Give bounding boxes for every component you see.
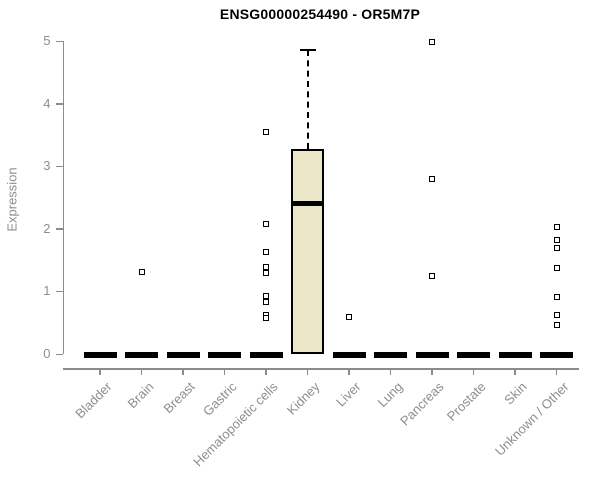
y-axis-tick [55,353,63,355]
whisker-cap-kidney [299,48,316,51]
outlier-point-unknown-other [553,294,560,301]
x-axis-tick [472,368,475,375]
outlier-point-liver [346,314,352,321]
x-axis-tick [348,368,350,375]
median-line-prostate [457,351,490,357]
outlier-point-unknown-other [553,237,560,244]
outlier-point-unknown-other [553,265,560,272]
y-tick-label: 1 [43,283,51,299]
outlier-point-hematopoietic-cells [263,248,269,255]
y-tick-label: 5 [43,33,51,48]
outlier-point-unknown-other [553,322,560,329]
median-line-brain [125,351,158,357]
x-axis-tick [99,368,101,375]
upper-whisker-kidney [306,49,309,150]
median-line-bladder [83,351,117,357]
box-kidney [291,149,324,354]
y-axis-line [62,41,64,354]
y-axis-tick [55,103,63,105]
outlier-point-hematopoietic-cells [263,314,269,321]
x-axis-tick [223,368,226,375]
outlier-point-unknown-other [553,245,560,252]
outlier-point-pancreas [429,272,435,279]
outlier-point-hematopoietic-cells [263,220,269,227]
x-axis-tick [514,368,516,375]
x-axis-tick [389,368,392,375]
median-line-hematopoietic-cells [249,351,283,357]
outlier-point-pancreas [429,175,435,182]
outlier-point-hematopoietic-cells [263,263,269,270]
y-tick-label: 4 [43,95,51,111]
y-axis-tick [55,290,63,293]
outlier-point-hematopoietic-cells [263,299,269,306]
x-axis-tick [140,368,143,375]
median-line-skin [498,351,532,357]
x-axis-tick [431,368,433,375]
x-axis-tick [306,368,309,375]
outlier-point-unknown-other [553,223,560,230]
y-axis-tick [55,40,63,42]
x-axis-tick [265,368,267,375]
median-line-kidney [291,200,324,206]
chart-title: ENSG00000254490 - OR5M7P [219,6,421,22]
y-tick-label: 3 [43,158,51,174]
y-axis-tick [55,228,63,230]
y-axis-label: Expression [4,167,20,232]
x-axis-line [62,368,579,370]
outlier-point-brain [138,268,145,275]
x-axis-tick [555,368,558,375]
outlier-point-pancreas [429,39,435,46]
y-tick-label: 0 [43,346,51,361]
y-tick-label: 2 [43,220,51,236]
median-line-breast [166,351,200,357]
median-line-liver [332,351,366,357]
outlier-point-hematopoietic-cells [263,269,269,276]
median-line-lung [374,351,407,357]
outlier-point-hematopoietic-cells [263,292,269,299]
median-line-unknown-other [540,351,573,357]
outlier-point-hematopoietic-cells [263,128,269,135]
outlier-point-unknown-other [553,312,560,319]
median-line-gastric [208,351,241,357]
median-line-pancreas [415,351,449,357]
x-axis-tick [182,368,184,375]
y-axis-tick [55,165,63,168]
